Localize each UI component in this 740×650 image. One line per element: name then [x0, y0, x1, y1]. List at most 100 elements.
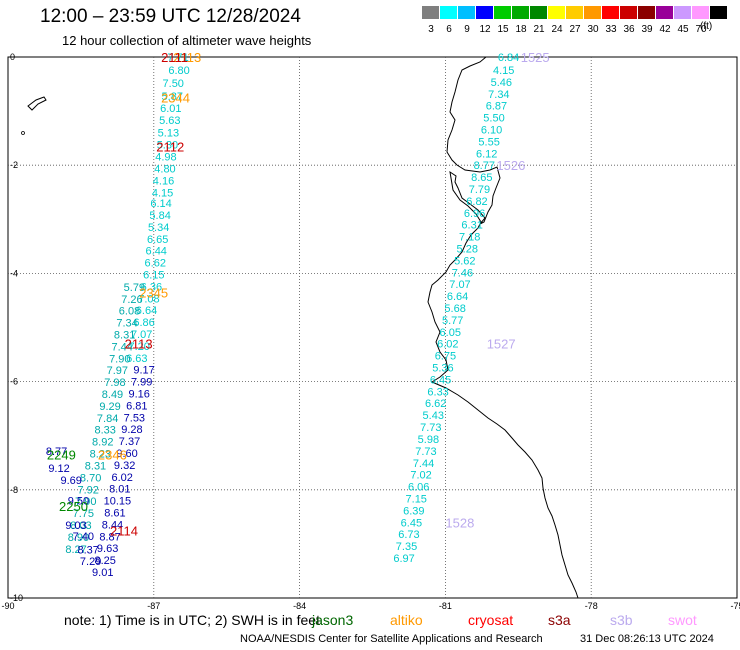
wave-height-value: 9.12 [48, 463, 69, 475]
wave-height-value: 5.34 [148, 222, 169, 234]
legend-swatch [692, 6, 709, 19]
wave-height-value: 7.34 [488, 89, 509, 101]
wave-height-value: 5.13 [158, 128, 179, 140]
wave-height-value: 8.44 [102, 519, 123, 531]
wave-height-value: 8.33 [94, 425, 115, 437]
y-tick-label: -4 [10, 268, 18, 278]
legend-swatch [674, 6, 691, 19]
wave-height-value: 6.84 [498, 52, 519, 64]
wave-height-value: 6.06 [408, 482, 429, 494]
legend-swatch [548, 6, 565, 19]
wave-height-value: 8.87 [99, 531, 120, 543]
legend-swatch [566, 6, 583, 19]
map-frame [7, 56, 738, 599]
wave-height-value: 9.17 [133, 365, 154, 377]
wave-height-value: 6.62 [425, 398, 446, 410]
wave-height-value: 7.99 [131, 377, 152, 389]
wave-height-value: 4.80 [154, 163, 175, 175]
wave-height-value: 8.01 [109, 484, 130, 496]
page-subtitle: 12 hour collection of altimeter wave hei… [62, 33, 312, 48]
y-tick-label: 0 [10, 52, 15, 62]
pass-time-label: 2250 [59, 499, 88, 514]
wave-height-value: 6.12 [476, 148, 497, 160]
wave-height-value: 5.77 [442, 315, 463, 327]
wave-height-value: 7.53 [124, 412, 145, 424]
wave-height-value: 8.65 [471, 172, 492, 184]
wave-height-value: 6.64 [136, 305, 157, 317]
wave-height-value: 8.03 [70, 520, 91, 532]
wave-height-value: 9.03 [65, 520, 86, 532]
wave-height-value: 7.79 [469, 184, 490, 196]
wave-height-value: 5.46 [491, 77, 512, 89]
wave-height-value: 5.63 [159, 115, 180, 127]
legend-swatch [530, 6, 547, 19]
legend-swatch [458, 6, 475, 19]
wave-height-value: 6.97 [393, 553, 414, 565]
pass-time-label: 2344 [161, 91, 190, 106]
legend-label: 18 [515, 24, 527, 35]
wave-height-value: 6.44 [146, 246, 167, 258]
wave-height-value: 7.20 [129, 341, 150, 353]
wave-height-value: 9.60 [116, 448, 137, 460]
wave-height-value: 7.92 [77, 484, 98, 496]
legend-label: 6 [446, 24, 452, 35]
page-title: 12:00 – 23:59 UTC 12/28/2024 [40, 6, 301, 27]
wave-height-value: 7.37 [119, 436, 140, 448]
wave-height-value: 5.30 [157, 140, 178, 152]
wave-height-value: 6.05 [440, 327, 461, 339]
y-tick-label: -10 [10, 593, 23, 603]
mission-label: swot [668, 612, 697, 628]
wave-height-value: 8.70 [80, 472, 101, 484]
legend-label: 33 [605, 24, 617, 35]
pass-time-label: 2114 [110, 523, 138, 538]
wave-height-value: 9.01 [92, 567, 113, 579]
legend-label: 21 [533, 24, 545, 35]
footer-credit: NOAA/NESDIS Center for Satellite Applica… [240, 633, 543, 645]
legend-swatch [620, 6, 637, 19]
pass-time-label: 1528 [445, 515, 474, 530]
wave-height-value: 7.73 [420, 422, 441, 434]
wave-height-value: 6.87 [486, 101, 507, 113]
pass-time-label: 2345 [139, 285, 168, 300]
legend-swatch [440, 6, 457, 19]
wave-height-value: 9.50 [68, 496, 89, 508]
wave-height-value: 7.50 [163, 78, 184, 90]
wave-height-value: 5.62 [454, 255, 475, 267]
wave-height-value: 6.36 [141, 281, 162, 293]
wave-height-value: 6.39 [403, 505, 424, 517]
wave-height-value: 6.02 [111, 472, 132, 484]
wave-height-value: 7.98 [104, 377, 125, 389]
wave-height-value: 9.32 [114, 460, 135, 472]
wave-height-value: 5.68 [444, 303, 465, 315]
wave-height-value: 6.96 [464, 208, 485, 220]
wave-height-value: 6.73 [398, 529, 419, 541]
wave-height-value: 7.44 [413, 458, 434, 470]
wave-height-value: 9.16 [129, 389, 150, 401]
wave-height-value: 6.45 [401, 517, 422, 529]
legend-label: 27 [569, 24, 581, 35]
mission-label: jason3 [312, 612, 354, 628]
wave-height-value: 6.15 [143, 269, 164, 281]
legend-label: 39 [641, 24, 653, 35]
legend-swatch [584, 6, 601, 19]
x-tick-label: -87 [147, 601, 160, 611]
wave-height-value: 6.10 [481, 124, 502, 136]
wave-height-value: 6.31 [461, 220, 482, 232]
wave-height-value: 9.29 [99, 401, 120, 413]
legend-swatch [638, 6, 655, 19]
wave-height-value: 7.44 [111, 341, 132, 353]
wave-height-value: 5.55 [478, 136, 499, 148]
wave-height-legend: 3 6 9 12 15 18 21 24 27 30 33 36 39 42 45 70 [422, 6, 727, 35]
legend-swatch [494, 6, 511, 19]
wave-height-value: 6.75 [435, 351, 456, 363]
x-tick-label: -90 [1, 601, 14, 611]
x-tick-label: -78 [585, 601, 598, 611]
wave-height-value: 9.28 [121, 424, 142, 436]
wave-height-value: 10.15 [104, 496, 132, 508]
legend-label: 36 [623, 24, 635, 35]
island-outline [21, 131, 25, 135]
wave-height-value: 9.69 [60, 475, 81, 487]
wave-height-value: 5.87 [162, 91, 183, 103]
wave-height-value: 7.34 [116, 318, 137, 330]
